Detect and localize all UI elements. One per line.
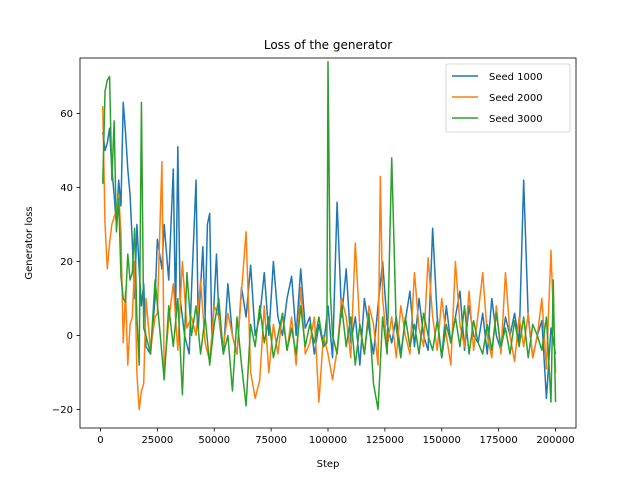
x-axis-label: Step (317, 459, 340, 470)
y-tick-label: −20 (52, 405, 73, 416)
x-tick-label: 200000 (536, 435, 574, 446)
legend-box (445, 63, 571, 133)
x-tick-label: 100000 (309, 435, 347, 446)
legend-label-seed-2000: Seed 2000 (489, 93, 543, 104)
series-line-seed-1000 (102, 101, 557, 400)
series-line-seed-2000 (102, 106, 557, 411)
x-tick-label: 75000 (255, 435, 287, 446)
legend-label-seed-3000: Seed 3000 (489, 114, 543, 125)
x-tick-label: 175000 (480, 435, 518, 446)
y-axis-label: Generator loss (24, 206, 35, 279)
x-tick-label: 125000 (366, 435, 404, 446)
y-axis: −20 0 20 40 60 (52, 109, 80, 416)
x-tick-label: 0 (97, 435, 103, 446)
y-tick-label: 20 (60, 257, 73, 268)
series-layer (102, 60, 557, 411)
y-tick-label: 0 (67, 331, 73, 342)
legend: Seed 1000 Seed 2000 Seed 3000 (445, 63, 571, 133)
x-tick-label: 50000 (198, 435, 230, 446)
y-tick-label: 60 (60, 109, 73, 120)
x-tick-label: 150000 (423, 435, 461, 446)
x-tick-label: 25000 (141, 435, 173, 446)
y-tick-label: 40 (60, 183, 73, 194)
series-line-seed-3000 (102, 60, 557, 411)
plot-area (102, 60, 557, 411)
chart-title: Loss of the generator (264, 38, 392, 52)
x-axis: 0 25000 50000 75000 100000 125000 150000 175000… (97, 428, 575, 446)
legend-label-seed-1000: Seed 1000 (489, 72, 543, 83)
